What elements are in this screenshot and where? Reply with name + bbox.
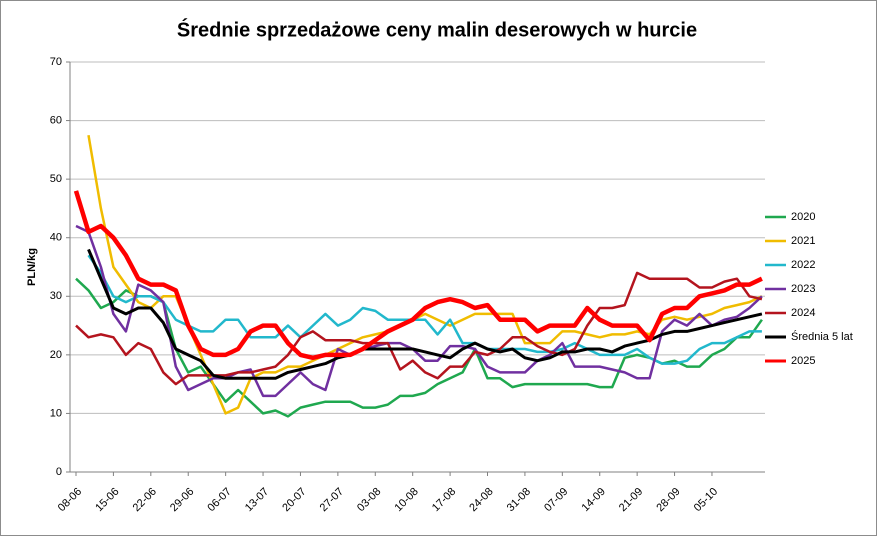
y-tick-label: 40 bbox=[50, 232, 62, 244]
series-line bbox=[73, 190, 763, 361]
series-line bbox=[75, 271, 763, 386]
series-line bbox=[75, 224, 763, 398]
y-tick-label: 30 bbox=[50, 290, 62, 302]
y-tick-label: 20 bbox=[50, 349, 62, 361]
series-line bbox=[87, 134, 763, 415]
y-axis-label: PLN/kg bbox=[26, 248, 38, 286]
y-tick-label: 0 bbox=[56, 466, 62, 478]
y-tick-label: 10 bbox=[50, 407, 62, 419]
legend-label: 2021 bbox=[791, 235, 815, 247]
legend-label: 2022 bbox=[791, 259, 815, 271]
legend-label: Średnia 5 lat bbox=[791, 330, 853, 343]
series-line bbox=[87, 254, 762, 365]
legend-label: 2023 bbox=[791, 283, 815, 295]
legend-label: 2020 bbox=[791, 211, 815, 223]
y-tick-label: 60 bbox=[50, 114, 62, 126]
y-tick-label: 50 bbox=[50, 173, 62, 185]
chart-title: Średnie sprzedażowe ceny malin deserowyc… bbox=[177, 17, 697, 41]
legend-label: 2025 bbox=[791, 355, 815, 367]
legend-label: 2024 bbox=[791, 307, 815, 319]
y-tick-label: 70 bbox=[50, 56, 62, 68]
